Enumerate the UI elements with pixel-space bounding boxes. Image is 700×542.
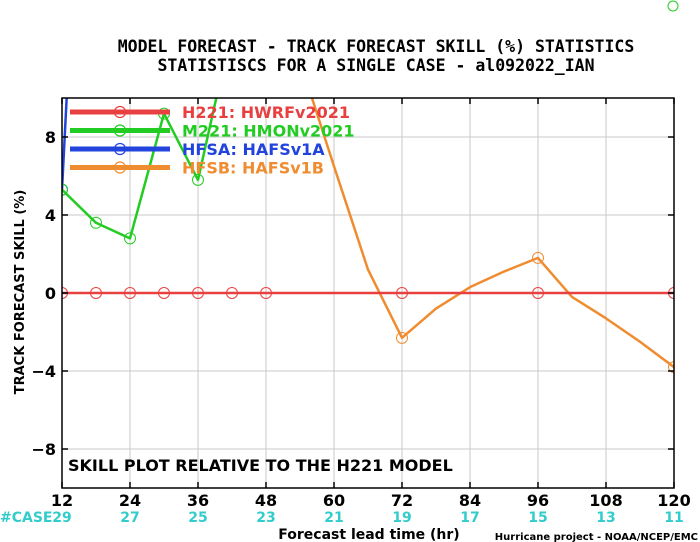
credit-text: Hurricane project - NOAA/NCEP/EMC [495,532,698,542]
x-tick-label: 120 [657,491,690,510]
case-count: 13 [596,510,615,526]
series-marker [396,331,408,344]
legend-marker [113,161,127,174]
case-count: 15 [528,510,547,526]
series-marker [124,232,136,245]
legend-label: M221: HMONv2021 [182,122,355,141]
x-tick-label: 48 [255,491,277,510]
series-marker [124,287,136,299]
y-tick-label: −4 [31,362,56,381]
series-line [310,98,674,369]
y-axis-label: TRACK FORECAST SKILL (%) [13,190,28,395]
series-marker [90,216,102,229]
x-axis-ticks: 12 24 36 48 60 72 84 96 108 120 [51,98,691,510]
y-tick-label: 8 [45,128,56,147]
case-count: 23 [256,510,275,526]
legend-label: HFSA: HAFSv1A [182,140,325,159]
legend-label: HFSB: HAFSv1B [182,159,324,178]
series-marker [532,251,544,264]
case-count: 19 [392,510,411,526]
x-axis-label: Forecast lead time (hr) [278,527,459,542]
case-count: 21 [324,510,343,526]
case-count: 25 [188,510,207,526]
y-tick-label: 0 [45,284,56,303]
y-axis-ticks: −8 −4 0 4 8 [31,128,674,459]
x-tick-label: 12 [51,491,73,510]
x-tick-label: 36 [187,491,209,510]
case-count: 11 [664,510,683,526]
x-tick-label: 96 [527,491,549,510]
legend-marker [113,105,127,119]
x-tick-label: 108 [589,491,622,510]
series-marker [668,361,674,374]
x-tick-label: 72 [391,491,413,510]
series-marker [62,183,68,196]
series-line [62,98,68,190]
legend-label: H221: HWRFv2021 [182,103,350,122]
series-line [62,98,218,240]
x-tick-label: 24 [119,491,141,510]
x-tick-label: 60 [323,491,345,510]
series-group [62,98,674,374]
case-count: 29 [52,510,71,526]
legend-marker [113,124,127,137]
skill-annotation: SKILL PLOT RELATIVE TO THE H221 MODEL [68,456,453,475]
series-marker [260,287,272,299]
case-label: #CASE [0,510,53,526]
series-marker [192,287,204,299]
series-marker [192,173,204,186]
y-tick-label: 4 [45,206,56,225]
corner-marker-icon [667,0,679,12]
y-tick-label: −8 [31,440,56,459]
series-marker [90,287,102,299]
case-count-row: 29 27 25 23 21 19 17 15 13 11 [52,510,683,526]
chart-subtitle: STATISTISCS FOR A SINGLE CASE - al092022… [157,56,594,75]
chart-title: MODEL FORECAST - TRACK FORECAST SKILL (%… [118,37,635,56]
series-marker [158,287,170,299]
case-count: 17 [460,510,479,526]
case-count: 27 [120,510,139,526]
series-marker [532,287,544,299]
series-marker [226,287,238,299]
series-marker [396,287,408,299]
x-tick-label: 84 [459,491,481,510]
legend-marker [113,142,127,156]
